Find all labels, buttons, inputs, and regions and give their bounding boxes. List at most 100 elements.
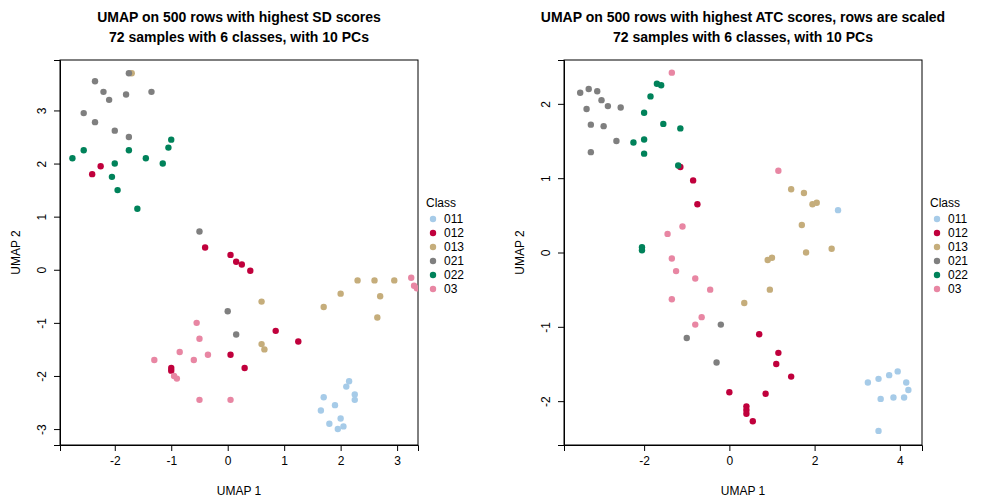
point: [588, 121, 594, 127]
point: [151, 357, 157, 363]
point: [788, 186, 794, 192]
point: [92, 119, 98, 125]
point: [664, 231, 670, 237]
point: [408, 275, 414, 281]
y-tick-label: 1: [35, 213, 49, 220]
legend-swatch: [934, 244, 940, 250]
y-tick-mark: [54, 164, 60, 165]
point: [901, 394, 907, 400]
point: [227, 352, 233, 358]
legend-title: Class: [930, 196, 960, 210]
point: [346, 378, 352, 384]
point: [765, 257, 771, 263]
point: [875, 376, 881, 382]
point: [258, 298, 264, 304]
point: [202, 244, 208, 250]
point: [605, 103, 611, 109]
point: [788, 373, 794, 379]
point: [698, 314, 704, 320]
point: [126, 147, 132, 153]
point: [694, 201, 700, 207]
point: [660, 121, 666, 127]
legend-label: 022: [948, 268, 968, 282]
point: [123, 91, 129, 97]
point: [191, 357, 197, 363]
legend-label: 013: [444, 240, 464, 254]
x-tick: 0: [225, 445, 232, 468]
point: [750, 418, 756, 424]
y-tick-mark: [54, 217, 60, 218]
y-axis-label: UMAP 2: [9, 230, 23, 275]
point: [160, 160, 166, 166]
y-tick-label: 3: [35, 107, 49, 114]
legend-swatch: [934, 230, 940, 236]
point: [196, 336, 202, 342]
legend-label: 021: [948, 254, 968, 268]
x-tick-label: 4: [897, 454, 904, 468]
y-tick-mark: [54, 429, 60, 430]
point: [174, 375, 180, 381]
y-tick-mark: [558, 104, 564, 105]
point: [233, 331, 239, 337]
y-tick: 2: [539, 101, 564, 108]
point: [134, 205, 140, 211]
point: [247, 268, 253, 274]
point: [669, 296, 675, 302]
point: [690, 177, 696, 183]
legend-label: 021: [444, 254, 464, 268]
legend-swatch: [430, 272, 436, 278]
y-tick-label: -1: [35, 318, 49, 329]
point: [775, 350, 781, 356]
y-tick: 1: [35, 213, 60, 220]
point: [658, 82, 664, 88]
point: [233, 259, 239, 265]
x-tick-label: 2: [338, 454, 345, 468]
point: [261, 346, 267, 352]
point: [713, 359, 719, 365]
point: [679, 223, 685, 229]
point: [641, 136, 647, 142]
point: [677, 125, 683, 131]
point: [335, 426, 341, 432]
point: [767, 286, 773, 292]
point: [669, 69, 675, 75]
y-tick: 0: [539, 249, 564, 256]
point: [799, 222, 805, 228]
point: [97, 163, 103, 169]
y-tick-mark: [54, 323, 60, 324]
point: [588, 149, 594, 155]
point: [321, 304, 327, 310]
x-tick-label: 2: [812, 454, 819, 468]
point: [340, 423, 346, 429]
y-tick-label: -2: [35, 371, 49, 382]
title: UMAP on 500 rows with highest SD scores: [97, 9, 381, 25]
x-axis-line: [565, 446, 923, 452]
x-tick-mark: [644, 445, 645, 451]
x-tick: 2: [812, 445, 819, 468]
y-tick-label: -1: [539, 322, 553, 333]
x-tick-label: 3: [394, 454, 401, 468]
legend: Class01101201302102203: [426, 196, 464, 296]
legend-label: 011: [444, 212, 463, 226]
point: [598, 97, 604, 103]
x-tick-mark: [341, 445, 342, 451]
point: [92, 78, 98, 84]
point: [321, 394, 327, 400]
point: [227, 252, 233, 258]
y-tick-label: 1: [539, 175, 553, 182]
point: [639, 247, 645, 253]
point: [332, 402, 338, 408]
y-axis-line: [558, 61, 565, 446]
point: [741, 300, 747, 306]
legend: Class01101201302102203: [930, 196, 968, 296]
point: [875, 428, 881, 434]
figure: UMAP on 500 rows with highest SD scores 7…: [0, 0, 1008, 504]
subtitle: 72 samples with 6 classes, with 10 PCs: [613, 29, 873, 45]
point: [414, 285, 418, 291]
legend-label: 012: [948, 226, 968, 240]
point: [81, 110, 87, 116]
y-tick: -2: [35, 371, 60, 382]
x-tick: 3: [394, 445, 401, 468]
plot-frame: [60, 60, 418, 445]
point: [865, 379, 871, 385]
